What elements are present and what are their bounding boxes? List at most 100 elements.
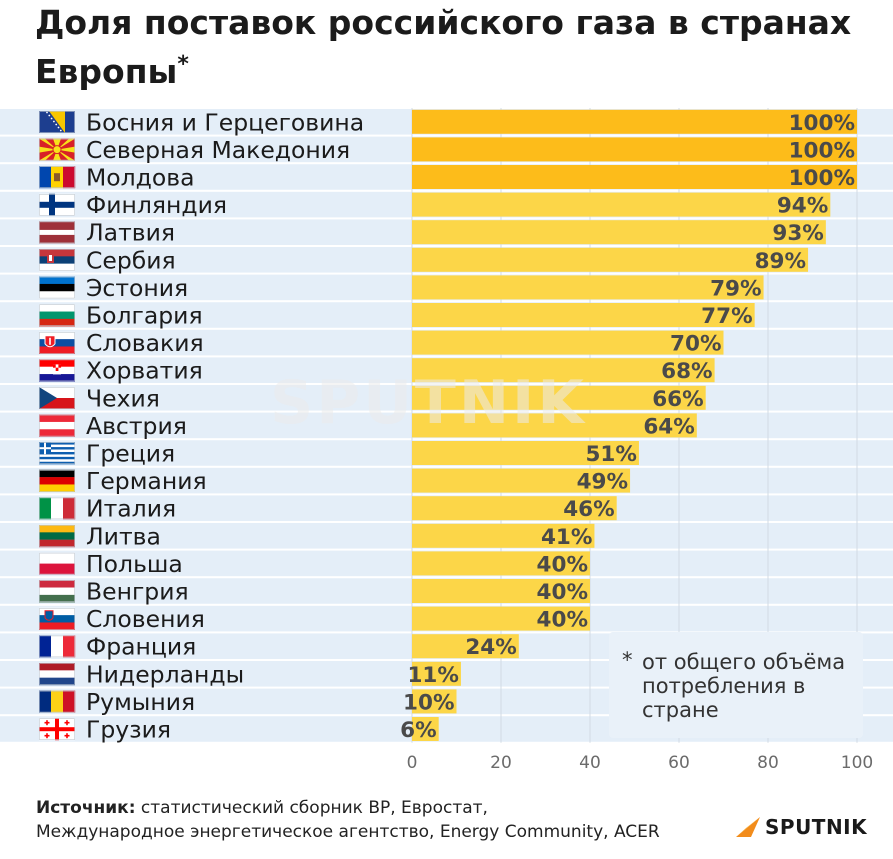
bar xyxy=(412,275,764,300)
category-label: Латвия xyxy=(86,219,175,247)
bar xyxy=(412,441,639,465)
bar xyxy=(412,689,457,714)
category-label: Северная Македония xyxy=(86,136,350,164)
sputnik-swoosh-icon xyxy=(736,817,760,837)
source-text-2: Международное энергетическое агентство, … xyxy=(36,822,660,842)
category-label: Австрия xyxy=(86,412,187,440)
title-text: Доля поставок российского газа в странах… xyxy=(35,3,852,91)
source-footer: Источник: статистический сборник ВР, Евр… xyxy=(36,796,660,844)
flag-france-icon xyxy=(39,635,76,658)
value-label: 94% xyxy=(777,194,828,219)
bar xyxy=(412,717,439,741)
flag-croatia-icon xyxy=(39,359,75,382)
flag-austria-icon xyxy=(39,414,75,437)
x-tick-label: 80 xyxy=(757,753,779,773)
category-label: Чехия xyxy=(86,384,160,412)
category-label: Греция xyxy=(86,440,175,468)
category-label: Сербия xyxy=(86,246,176,274)
x-tick-label: 100 xyxy=(841,753,873,773)
value-label: 70% xyxy=(670,332,721,357)
footnote-box: * от общего объёма потребления в стране xyxy=(609,632,863,738)
bar xyxy=(412,220,826,245)
bar xyxy=(412,303,755,327)
flag-bosnia-icon xyxy=(39,111,75,133)
category-label: Финляндия xyxy=(86,191,227,219)
bar xyxy=(412,606,590,631)
value-label: 79% xyxy=(710,276,761,301)
category-label: Молдова xyxy=(86,164,195,192)
value-label: 11% xyxy=(407,663,458,688)
category-label: Грузия xyxy=(86,716,171,744)
flag-italy-icon xyxy=(39,497,76,520)
value-label: 10% xyxy=(403,690,454,715)
bar xyxy=(412,247,809,272)
bar xyxy=(412,579,590,603)
bar xyxy=(412,413,697,438)
category-label: Франция xyxy=(86,633,196,661)
value-label: 89% xyxy=(755,249,806,274)
flag-germany-icon xyxy=(39,469,75,492)
value-label: 66% xyxy=(652,387,703,412)
bar xyxy=(412,523,595,548)
flag-north-macedonia-icon xyxy=(39,138,75,161)
flag-slovakia-icon xyxy=(39,331,75,354)
value-label: 46% xyxy=(563,497,614,522)
title-mark: * xyxy=(177,52,189,77)
source-text: статистический сборник ВР, Евростат, xyxy=(140,798,488,818)
flag-finland-icon xyxy=(39,193,75,216)
category-label: Польша xyxy=(86,550,183,578)
value-label: 40% xyxy=(537,580,588,605)
flag-romania-icon xyxy=(39,690,76,713)
bar xyxy=(412,137,857,162)
footnote-mark: * xyxy=(622,648,633,672)
flag-estonia-icon xyxy=(39,276,75,299)
x-tick-label: 0 xyxy=(407,753,418,773)
value-label: 93% xyxy=(772,221,823,246)
flag-hungary-icon xyxy=(39,580,75,603)
category-label: Босния и Герцеговина xyxy=(86,108,364,136)
flag-slovenia-icon xyxy=(39,607,75,630)
value-label: 77% xyxy=(701,304,752,329)
bar xyxy=(412,330,724,355)
bar xyxy=(412,661,461,686)
value-label: 40% xyxy=(537,552,588,577)
category-label: Румыния xyxy=(86,688,195,716)
flag-greece-icon xyxy=(39,442,75,465)
category-label: Хорватия xyxy=(86,357,203,385)
flag-lithuania-icon xyxy=(39,525,75,548)
source-label: Источник: xyxy=(36,798,136,818)
x-tick-label: 20 xyxy=(490,753,512,773)
bar xyxy=(412,496,617,521)
value-label: 100% xyxy=(789,166,855,191)
category-label: Германия xyxy=(86,467,207,495)
category-label: Словения xyxy=(86,605,205,633)
flag-latvia-icon xyxy=(39,221,75,244)
logo-text: SPUTNIK xyxy=(765,815,868,839)
bar xyxy=(412,192,831,217)
value-label: 68% xyxy=(661,359,712,384)
value-label: 6% xyxy=(400,718,437,743)
bar xyxy=(412,551,590,576)
category-label: Италия xyxy=(86,495,176,523)
value-label: 24% xyxy=(465,635,516,660)
value-label: 51% xyxy=(585,442,636,467)
flag-moldova-icon xyxy=(39,166,76,189)
footnote-text: от общего объёма потребления в стране xyxy=(642,650,846,722)
value-label: 40% xyxy=(537,608,588,633)
bar-chart: Босния и Герцеговина 100% Северная Македон… xyxy=(0,90,893,780)
flag-poland-icon xyxy=(39,552,75,575)
flag-serbia-icon xyxy=(39,249,75,272)
category-label: Нидерланды xyxy=(86,660,244,688)
value-label: 100% xyxy=(789,111,855,136)
category-label: Венгрия xyxy=(86,578,189,606)
flag-georgia-icon xyxy=(39,718,75,741)
bar xyxy=(412,385,706,410)
sputnik-logo: SPUTNIK xyxy=(735,814,867,840)
value-label: 100% xyxy=(789,138,855,163)
bar xyxy=(412,109,857,134)
category-label: Болгария xyxy=(86,302,203,330)
page-title: Доля поставок российского газа в странах… xyxy=(35,2,885,93)
x-tick-label: 40 xyxy=(579,753,601,773)
category-label: Словакия xyxy=(86,329,204,357)
